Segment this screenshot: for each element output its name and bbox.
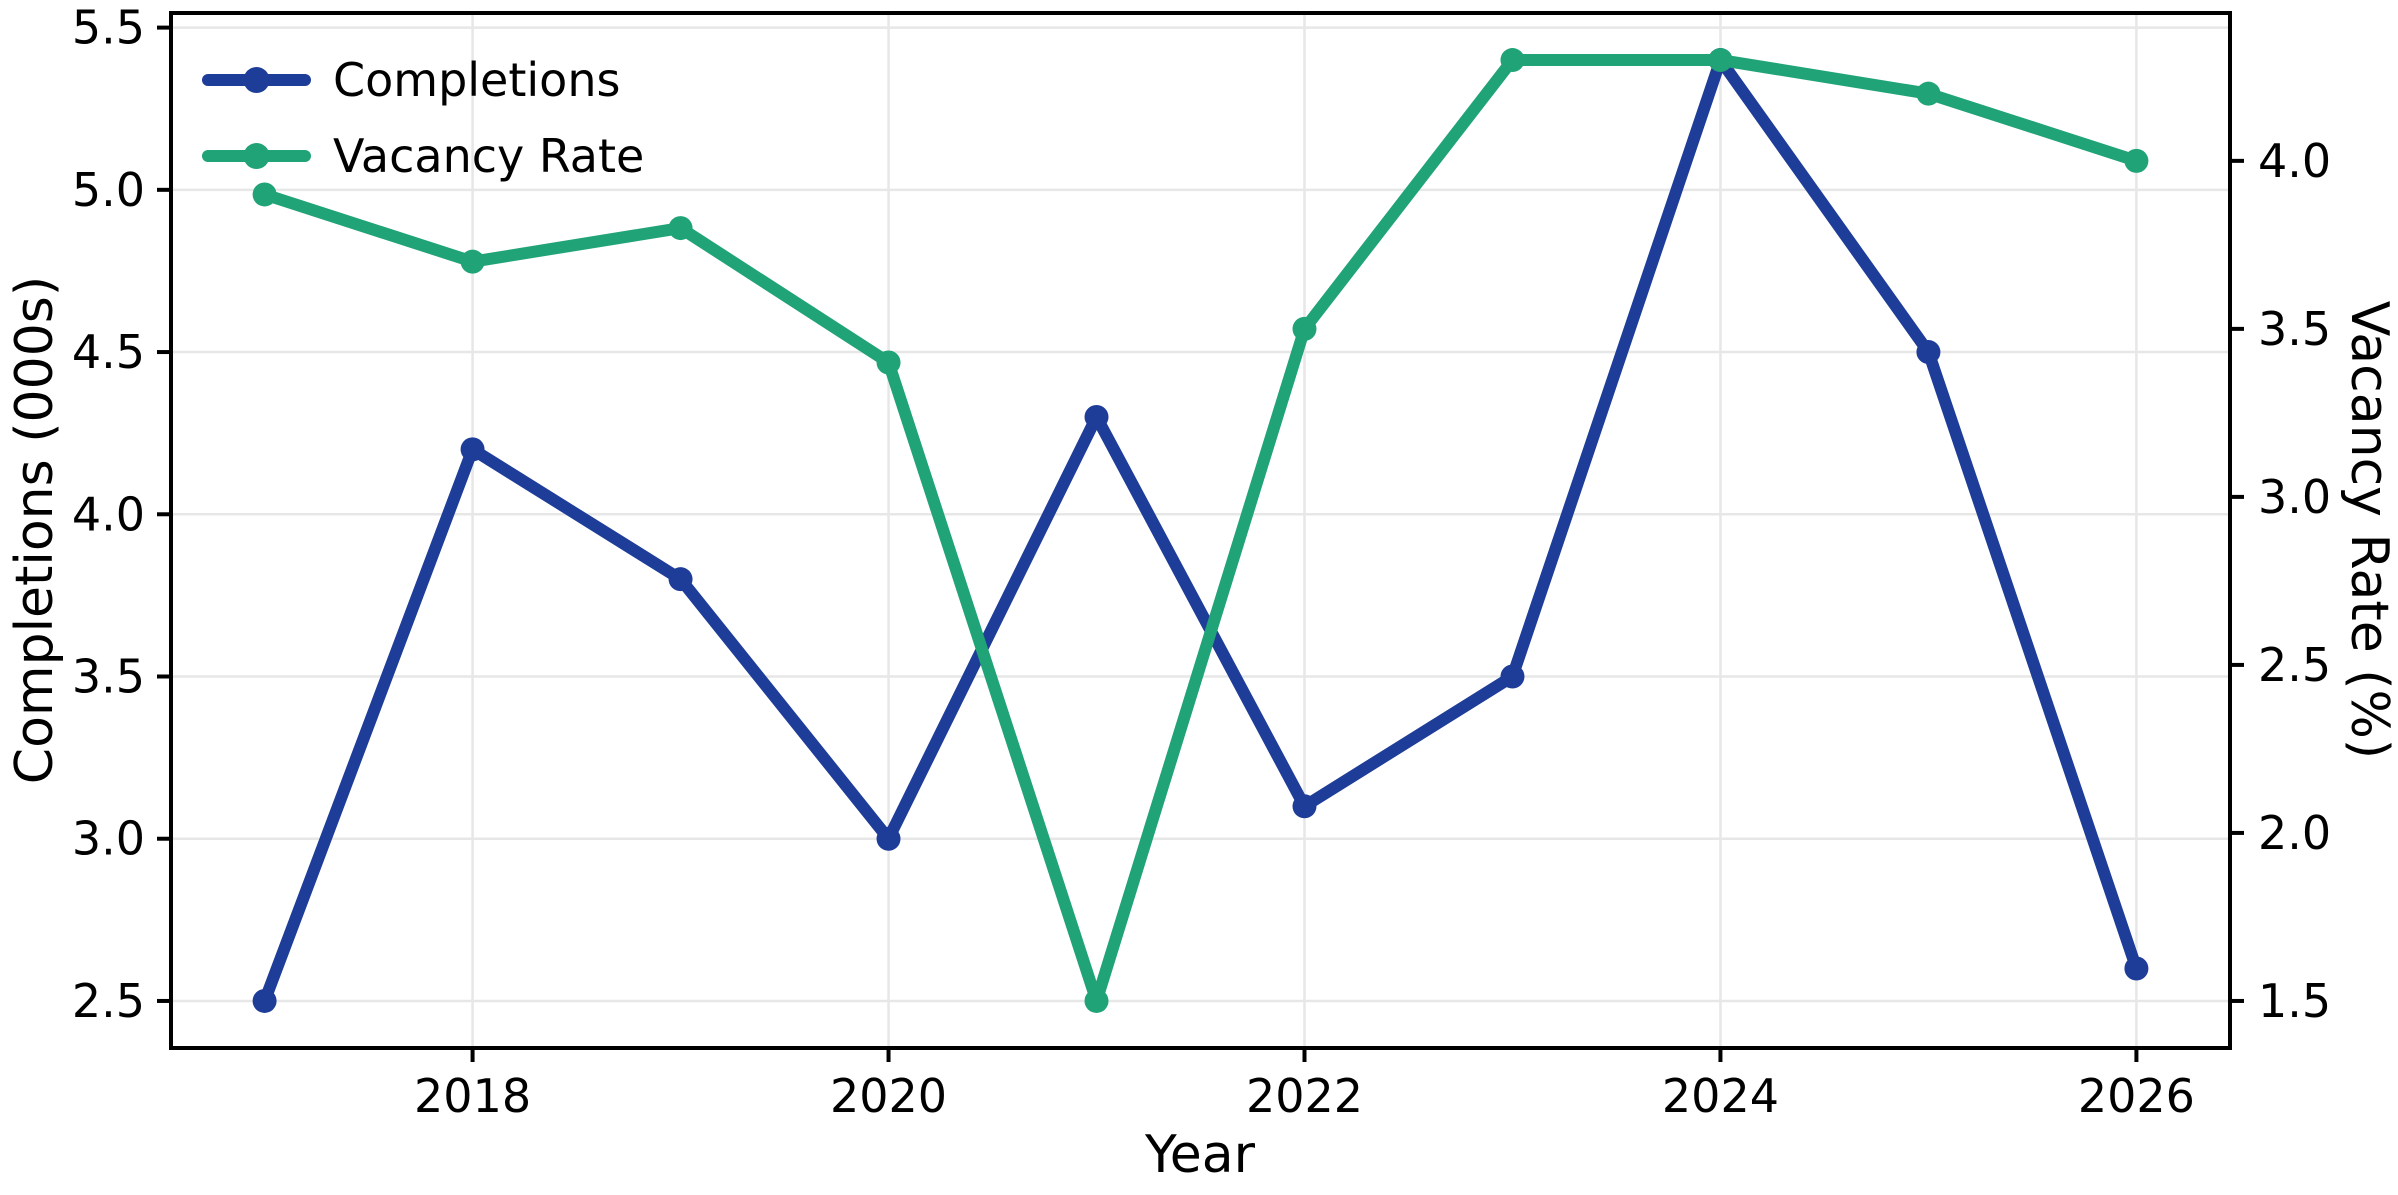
completions-data-point-marker [1292, 794, 1317, 819]
completions-data-point-marker [1500, 664, 1525, 689]
right-tick-label: 2.0 [2258, 806, 2331, 860]
axes-spines-layer [169, 11, 2232, 1050]
x-tick-label: 2020 [830, 1069, 947, 1123]
left-tick-label: 5.0 [72, 163, 145, 217]
legend-swatch-marker [243, 67, 270, 93]
completions-data-point-marker [1084, 404, 1109, 429]
vacancy-rate-data-point-marker [2124, 148, 2149, 173]
right-tick-label: 2.5 [2258, 638, 2331, 692]
x-tick-label: 2026 [2078, 1069, 2195, 1123]
plot-border-spines [169, 11, 2232, 1050]
completions-line [258, 54, 2143, 1007]
legend-label: Vacancy Rate [333, 129, 644, 183]
legend-item: Vacancy Rate [202, 129, 644, 183]
vacancy-rate-data-point-marker [252, 182, 277, 207]
right-tick-label: 3.0 [2258, 470, 2331, 524]
completions-data-point-marker [876, 826, 901, 851]
right-tick-label: 3.5 [2258, 302, 2331, 356]
legend-item: Completions [202, 53, 620, 107]
vacancy-rate-line [258, 54, 2143, 1007]
gridlines-layer [171, 13, 2230, 1048]
left-tick-label: 2.5 [72, 974, 145, 1028]
vacancy-rate-data-point-marker [1708, 48, 1733, 73]
ticks-layer: 2.5 3.0 3.5 4.0 4.5 5.0 5.5 1.5 2.0 2.5 3.0 3.5 4.0 2… [72, 1, 2331, 1123]
completions-data-point-marker [252, 988, 277, 1013]
completions-data-point-marker [1916, 340, 1941, 365]
vacancy-rate-data-point-marker [876, 350, 901, 375]
vacancy-rate-series [252, 48, 2149, 1013]
legend-swatch-marker [243, 143, 270, 169]
completions-data-point-marker [668, 567, 693, 592]
left-tick-label: 3.5 [72, 650, 145, 704]
left-y-axis-title: Completions (000s) [5, 276, 65, 784]
right-y-axis-title: Vacancy Rate (%) [2339, 301, 2398, 759]
left-tick-label: 4.0 [72, 487, 145, 541]
completions-data-point-marker [460, 437, 485, 462]
x-tick-label: 2022 [1246, 1069, 1363, 1123]
vacancy-rate-data-point-marker [1292, 316, 1317, 341]
left-tick-label: 3.0 [72, 812, 145, 866]
x-axis-title: Year [1144, 1125, 1256, 1185]
data-series-layer [252, 48, 2149, 1013]
vacancy-rate-data-point-marker [1084, 988, 1109, 1013]
right-tick-label: 1.5 [2258, 974, 2331, 1028]
right-tick-label: 4.0 [2258, 134, 2331, 188]
left-tick-label: 4.5 [72, 325, 145, 379]
vacancy-rate-data-point-marker [1500, 48, 1525, 73]
x-tick-label: 2018 [414, 1069, 531, 1123]
legend: Completions Vacancy Rate [202, 53, 644, 183]
x-tick-label: 2024 [1662, 1069, 1779, 1123]
vacancy-rate-data-point-marker [1916, 81, 1941, 106]
left-tick-label: 5.5 [72, 1, 145, 55]
legend-label: Completions [333, 53, 620, 107]
vacancy-rate-data-point-marker [668, 216, 693, 241]
completions-data-point-marker [2124, 956, 2149, 981]
completions-series [252, 48, 2149, 1013]
vacancy-rate-data-point-marker [460, 249, 485, 274]
